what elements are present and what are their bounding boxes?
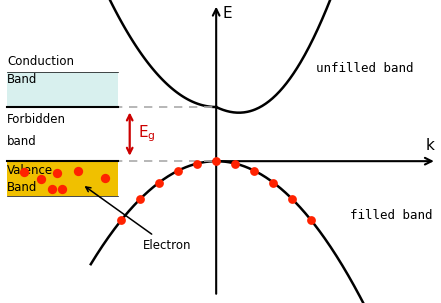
Point	[53, 171, 60, 175]
Point	[232, 161, 239, 166]
Text: E: E	[222, 6, 232, 22]
Point	[75, 169, 82, 174]
Point	[250, 168, 258, 173]
Text: Valence: Valence	[7, 164, 53, 177]
Point	[48, 187, 55, 191]
Point	[194, 161, 201, 166]
Bar	[7, 161, 118, 196]
Text: k: k	[425, 138, 434, 153]
Text: Forbidden: Forbidden	[7, 113, 66, 126]
Point	[156, 180, 163, 185]
Bar	[7, 72, 118, 107]
Text: band: band	[7, 135, 37, 148]
Point	[308, 218, 315, 223]
Text: Band: Band	[7, 74, 37, 86]
Text: Band: Band	[7, 181, 37, 194]
Point	[289, 197, 296, 201]
Point	[270, 180, 277, 185]
Point	[137, 197, 144, 201]
Text: Electron: Electron	[86, 187, 191, 251]
Text: $\mathregular{E_g}$: $\mathregular{E_g}$	[138, 124, 156, 145]
Point	[59, 187, 66, 191]
Point	[175, 168, 182, 173]
Point	[38, 176, 45, 181]
Point	[213, 159, 220, 164]
Point	[102, 175, 109, 180]
Point	[118, 218, 125, 223]
Text: Conduction: Conduction	[7, 55, 74, 68]
Point	[21, 169, 28, 174]
Text: unfilled band: unfilled band	[316, 62, 413, 75]
Text: filled band: filled band	[350, 209, 433, 222]
